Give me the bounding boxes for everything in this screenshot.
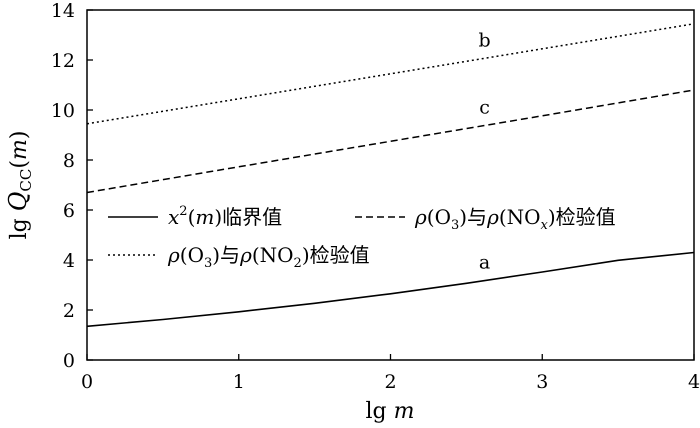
y-tick-label: 10 [51, 100, 75, 122]
x-tick-label: 0 [81, 371, 93, 393]
x-tick-label: 3 [536, 371, 548, 393]
x-tick-label: 1 [233, 371, 245, 393]
x-tick-label: 2 [384, 371, 396, 393]
y-tick-label: 8 [63, 150, 75, 172]
curve-label-a: a [479, 252, 490, 274]
legend-item-b: ρ(O3)与ρ(NO2)检验值 [108, 243, 370, 271]
y-axis-title: lg QCC(m) [4, 131, 35, 240]
y-tick-label: 12 [51, 50, 75, 72]
series-line-b [86, 23, 695, 125]
legend: x2(m)临界值 ρ(O3)与ρ(NOx)检验值 ρ(O3)与ρ(NO2)检验值 [108, 204, 616, 271]
curve-label-b: b [478, 29, 490, 51]
y-tick-label: 2 [63, 300, 75, 322]
curve-labels: a b c [478, 29, 490, 273]
x-tick-label: 4 [688, 371, 700, 393]
series-line-a [86, 251, 695, 328]
x-axis: 0 1 2 3 4 [81, 354, 700, 393]
legend-label-b: ρ(O3)与ρ(NO2)检验值 [167, 243, 370, 271]
y-tick-label: 14 [51, 0, 75, 22]
legend-label-a: x2(m)临界值 [168, 204, 282, 229]
y-tick-label: 4 [63, 250, 75, 272]
y-tick-label: 0 [63, 350, 75, 372]
legend-item-c: ρ(O3)与ρ(NOx)检验值 [355, 205, 616, 233]
legend-item-a: x2(m)临界值 [108, 204, 282, 229]
y-tick-label: 6 [63, 200, 75, 222]
plot-frame [86, 9, 695, 361]
x-axis-title: lg m [366, 399, 415, 424]
series-line-c [86, 89, 695, 194]
series-lines [86, 23, 695, 328]
legend-label-c: ρ(O3)与ρ(NOx)检验值 [414, 205, 616, 233]
curve-label-c: c [479, 96, 490, 118]
y-axis: 0 2 4 6 8 10 12 14 [51, 0, 93, 372]
